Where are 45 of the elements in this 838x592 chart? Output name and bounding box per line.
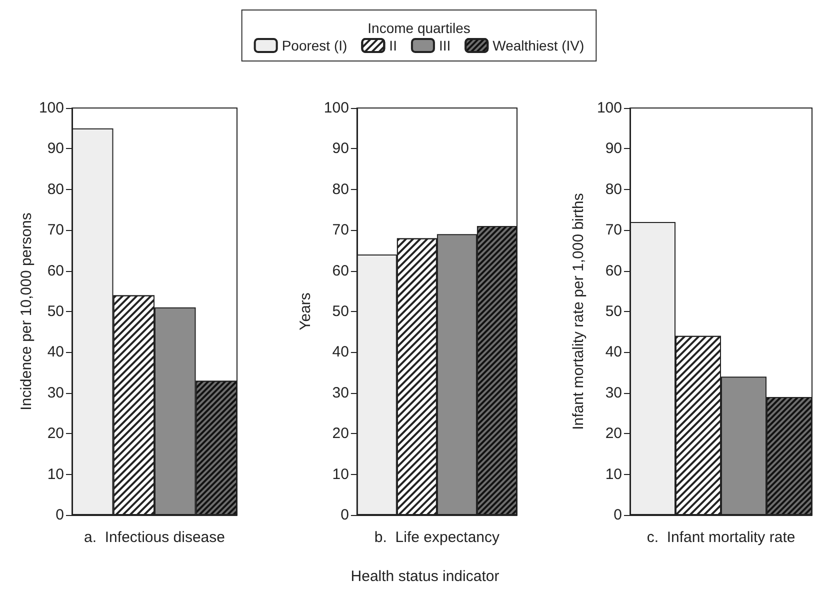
y-axis-title: Infant mortality rate per 1,000 births bbox=[570, 193, 588, 430]
legend-title: Income quartiles bbox=[368, 20, 470, 36]
text: Health status indicator bbox=[350, 568, 500, 585]
y-tick-label: 50 bbox=[47, 303, 64, 320]
legend-label: III bbox=[438, 38, 451, 54]
y-tick-label: 40 bbox=[605, 344, 622, 361]
y-tick-label: 10 bbox=[47, 466, 64, 483]
x-axis-title: a. Infectious disease bbox=[84, 528, 225, 546]
y-tick-label: 70 bbox=[605, 222, 622, 239]
y-tick-label: 60 bbox=[605, 262, 622, 280]
y-tick-label: 70 bbox=[47, 222, 64, 239]
legend-label: Poorest (I) bbox=[282, 38, 348, 54]
y-tick-label: 10 bbox=[605, 466, 622, 483]
y-tick-label: 80 bbox=[605, 180, 622, 198]
y-tick-label: 60 bbox=[47, 262, 64, 280]
x-axis-title: c. Infant mortality rate bbox=[646, 528, 796, 546]
legend-label: Wealthiest (IV) bbox=[492, 38, 584, 54]
y-tick-label: 40 bbox=[332, 344, 349, 361]
y-tick-label: 90 bbox=[332, 140, 349, 158]
y-tick-label: 0 bbox=[340, 506, 349, 524]
x-axis-title: b. Life expectancy bbox=[374, 528, 500, 546]
y-tick-label: 10 bbox=[332, 466, 349, 483]
y-tick-label: 50 bbox=[332, 303, 349, 320]
y-tick-label: 30 bbox=[47, 384, 64, 402]
y-tick-label: 70 bbox=[332, 222, 349, 239]
y-axis-title: Incidence per 10,000 persons bbox=[18, 212, 35, 410]
y-tick-label: 50 bbox=[605, 303, 622, 320]
y-tick-label: 40 bbox=[47, 344, 64, 361]
y-tick-label: 20 bbox=[605, 425, 622, 442]
y-tick-label: 20 bbox=[332, 425, 349, 442]
y-tick-label: 0 bbox=[56, 506, 64, 524]
y-tick-label: 100 bbox=[38, 100, 64, 116]
y-tick-label: 20 bbox=[47, 425, 64, 442]
legend-label: II bbox=[389, 38, 397, 54]
y-tick-label: 80 bbox=[332, 180, 349, 198]
y-tick-label: 30 bbox=[605, 384, 622, 402]
y-tick-label: 0 bbox=[614, 506, 622, 524]
y-tick-label: 60 bbox=[332, 262, 349, 280]
y-tick-label: 90 bbox=[605, 140, 622, 158]
y-tick-label: 90 bbox=[47, 140, 64, 158]
y-tick-label: 100 bbox=[324, 100, 349, 116]
y-tick-label: 30 bbox=[332, 384, 349, 402]
y-axis-title: Years bbox=[297, 292, 314, 330]
y-tick-label: 100 bbox=[596, 100, 622, 116]
y-tick-label: 80 bbox=[47, 180, 64, 198]
